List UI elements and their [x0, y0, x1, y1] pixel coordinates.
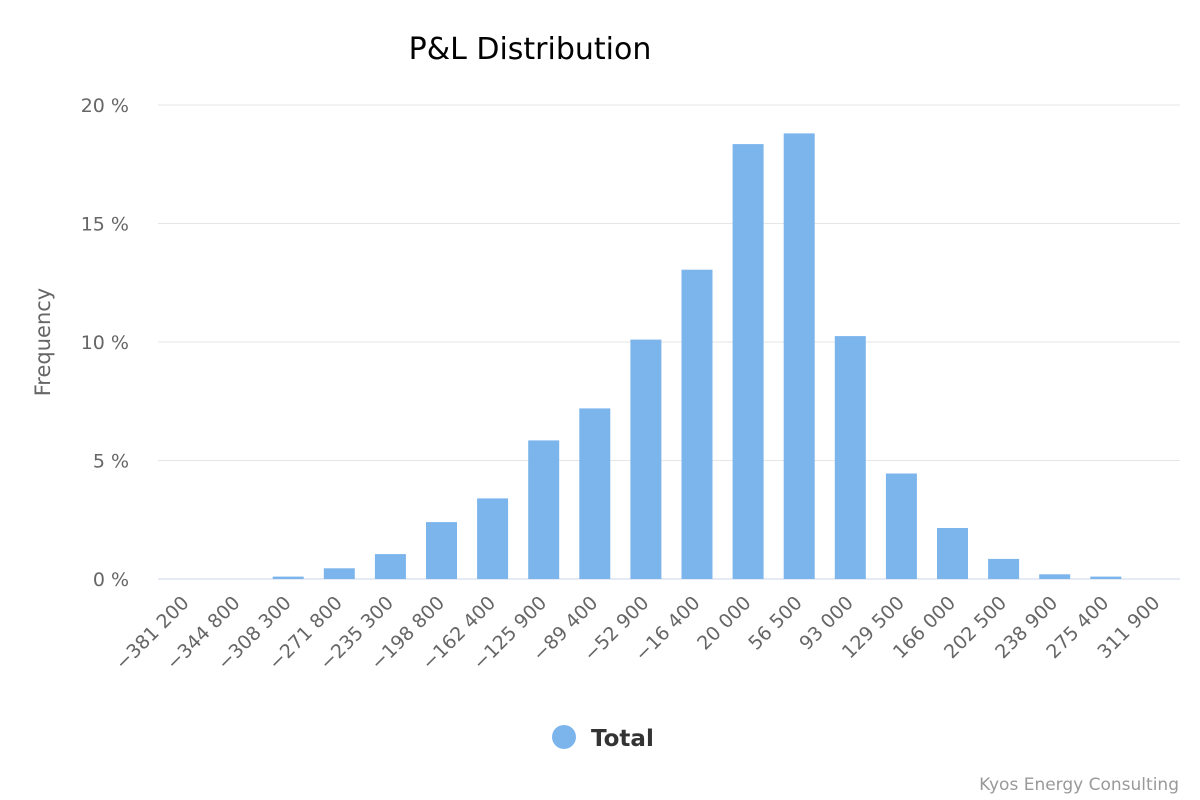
legend[interactable]: Total	[552, 725, 654, 752]
bar[interactable]	[783, 133, 815, 579]
legend-label-total[interactable]: Total	[591, 726, 654, 752]
y-tick-label: 15 %	[81, 214, 129, 236]
bar[interactable]	[1039, 574, 1071, 579]
bar[interactable]	[426, 522, 457, 579]
y-axis-title: Frequency	[31, 288, 55, 397]
y-axis-ticks: 0 % 5 % 10 % 15 % 20 %	[81, 95, 129, 591]
chart-title: P&L Distribution	[409, 32, 652, 67]
bar[interactable]	[477, 498, 509, 579]
legend-marker-total[interactable]	[552, 725, 576, 749]
x-axis-ticks: −381 200−344 800−308 300−271 800−235 300…	[111, 592, 1164, 674]
bar[interactable]	[988, 558, 1020, 579]
bar[interactable]	[834, 336, 866, 579]
bar[interactable]	[579, 408, 611, 579]
bar[interactable]	[323, 568, 355, 579]
gridlines	[158, 104, 1180, 580]
y-tick-label: 10 %	[81, 332, 129, 354]
bar[interactable]	[630, 339, 662, 579]
y-tick-label: 0 %	[93, 569, 129, 591]
x-tick-label: 56 500	[744, 592, 807, 655]
y-tick-label: 5 %	[93, 451, 129, 473]
x-tick-label: 20 000	[693, 592, 756, 655]
bar[interactable]	[1090, 576, 1122, 579]
bar[interactable]	[681, 269, 713, 579]
bars	[272, 133, 1122, 580]
bar[interactable]	[885, 473, 917, 580]
bar[interactable]	[272, 576, 304, 579]
bar[interactable]	[937, 528, 968, 579]
bar[interactable]	[374, 554, 406, 579]
bar[interactable]	[732, 144, 764, 579]
bar[interactable]	[528, 440, 560, 579]
credits-text[interactable]: Kyos Energy Consulting	[979, 775, 1179, 795]
y-tick-label: 20 %	[81, 95, 129, 117]
